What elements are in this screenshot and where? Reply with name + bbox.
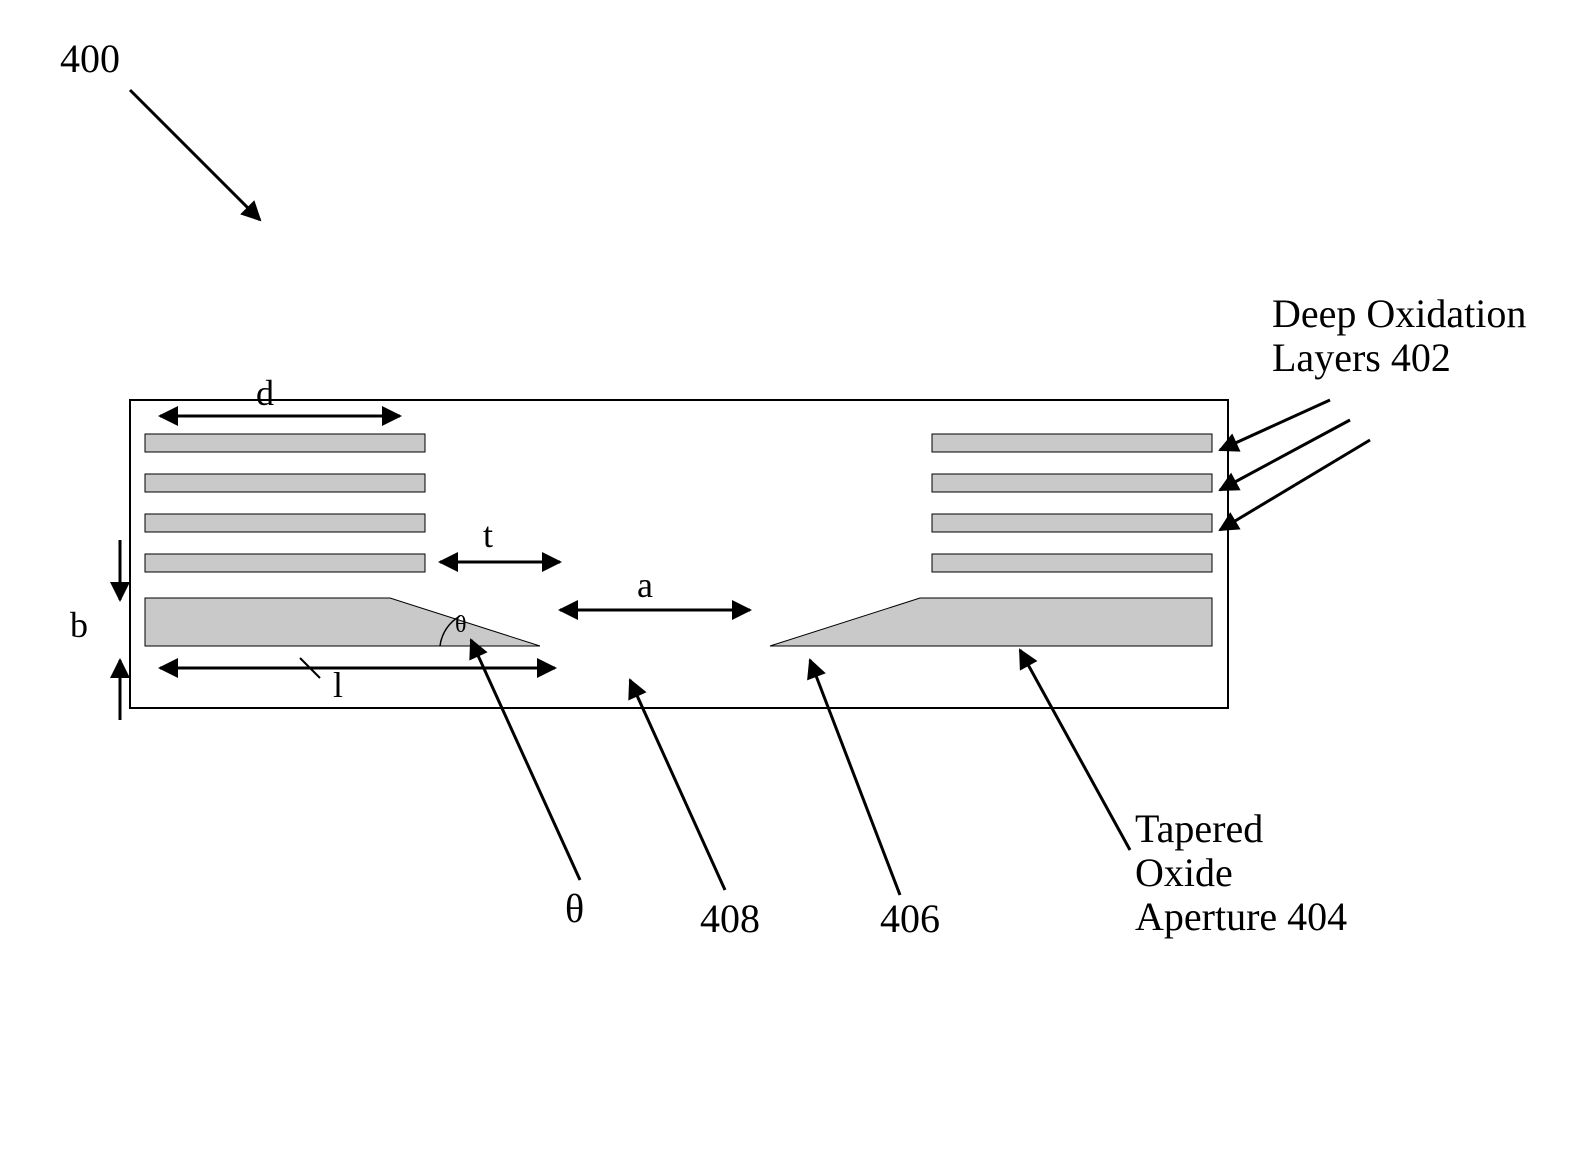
label-t: t: [483, 514, 493, 556]
label-tapered-2: Oxide: [1135, 849, 1233, 896]
oxidation-layer: [145, 554, 425, 572]
arrow-408: [630, 680, 725, 890]
theta-arrow: [471, 640, 580, 880]
label-406: 406: [880, 895, 940, 942]
arrow-404: [1020, 650, 1130, 850]
label-b: b: [70, 604, 88, 646]
label-l: l: [333, 664, 343, 706]
oxidation-layer: [145, 514, 425, 532]
oxidation-layer: [145, 434, 425, 452]
label-a: a: [637, 564, 653, 606]
label-deep-oxidation-2: Layers 402: [1272, 334, 1451, 381]
oxidation-layer: [932, 554, 1212, 572]
taper-left: [145, 598, 540, 646]
label-theta-small: θ: [455, 612, 467, 639]
oxidation-layer: [932, 434, 1212, 452]
oxidation-layer: [932, 474, 1212, 492]
label-theta: θ: [565, 885, 584, 932]
fig-arrow: [130, 90, 260, 220]
taper-right: [770, 598, 1212, 646]
label-d: d: [256, 372, 274, 414]
do-arrow-3: [1220, 440, 1370, 530]
do-arrow-1: [1220, 400, 1330, 450]
oxidation-layer: [932, 514, 1212, 532]
oxidation-layer: [145, 474, 425, 492]
arrow-406: [810, 660, 900, 895]
label-deep-oxidation-1: Deep Oxidation: [1272, 290, 1526, 337]
do-arrow-2: [1220, 420, 1350, 490]
label-tapered-3: Aperture 404: [1135, 893, 1347, 940]
label-400: 400: [60, 35, 120, 82]
label-408: 408: [700, 895, 760, 942]
label-tapered-1: Tapered: [1135, 805, 1263, 852]
